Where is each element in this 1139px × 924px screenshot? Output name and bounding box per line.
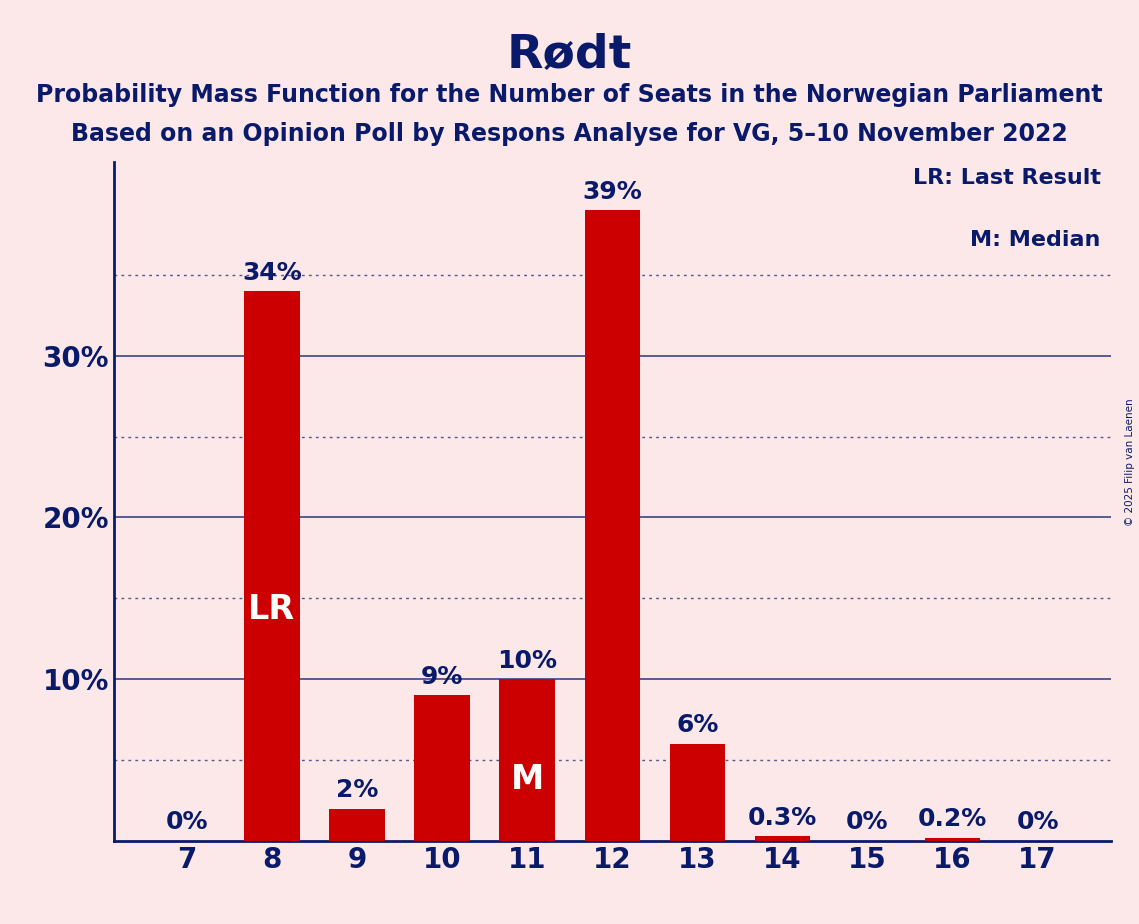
Text: M: M: [510, 763, 543, 796]
Text: LR: LR: [248, 593, 295, 626]
Bar: [670, 744, 724, 841]
Text: 2%: 2%: [336, 778, 378, 802]
Text: Based on an Opinion Poll by Respons Analyse for VG, 5–10 November 2022: Based on an Opinion Poll by Respons Anal…: [71, 122, 1068, 146]
Text: 10%: 10%: [497, 649, 557, 673]
Bar: [244, 291, 300, 841]
Bar: [584, 211, 640, 841]
Text: Rødt: Rødt: [507, 32, 632, 78]
Text: Probability Mass Function for the Number of Seats in the Norwegian Parliament: Probability Mass Function for the Number…: [36, 83, 1103, 107]
Text: 0%: 0%: [846, 810, 888, 834]
Text: LR: Last Result: LR: Last Result: [912, 168, 1100, 188]
Text: 9%: 9%: [421, 665, 464, 689]
Bar: [755, 836, 810, 841]
Bar: [500, 679, 555, 841]
Bar: [925, 838, 981, 841]
Text: M: Median: M: Median: [970, 230, 1100, 249]
Text: 0.3%: 0.3%: [747, 806, 817, 830]
Text: 0%: 0%: [1016, 810, 1059, 834]
Text: © 2025 Filip van Laenen: © 2025 Filip van Laenen: [1125, 398, 1134, 526]
Text: 34%: 34%: [243, 261, 302, 285]
Bar: [329, 808, 385, 841]
Bar: [415, 696, 469, 841]
Text: 6%: 6%: [677, 713, 719, 737]
Text: 0.2%: 0.2%: [918, 808, 988, 832]
Text: 0%: 0%: [165, 810, 208, 834]
Text: 39%: 39%: [582, 180, 642, 204]
